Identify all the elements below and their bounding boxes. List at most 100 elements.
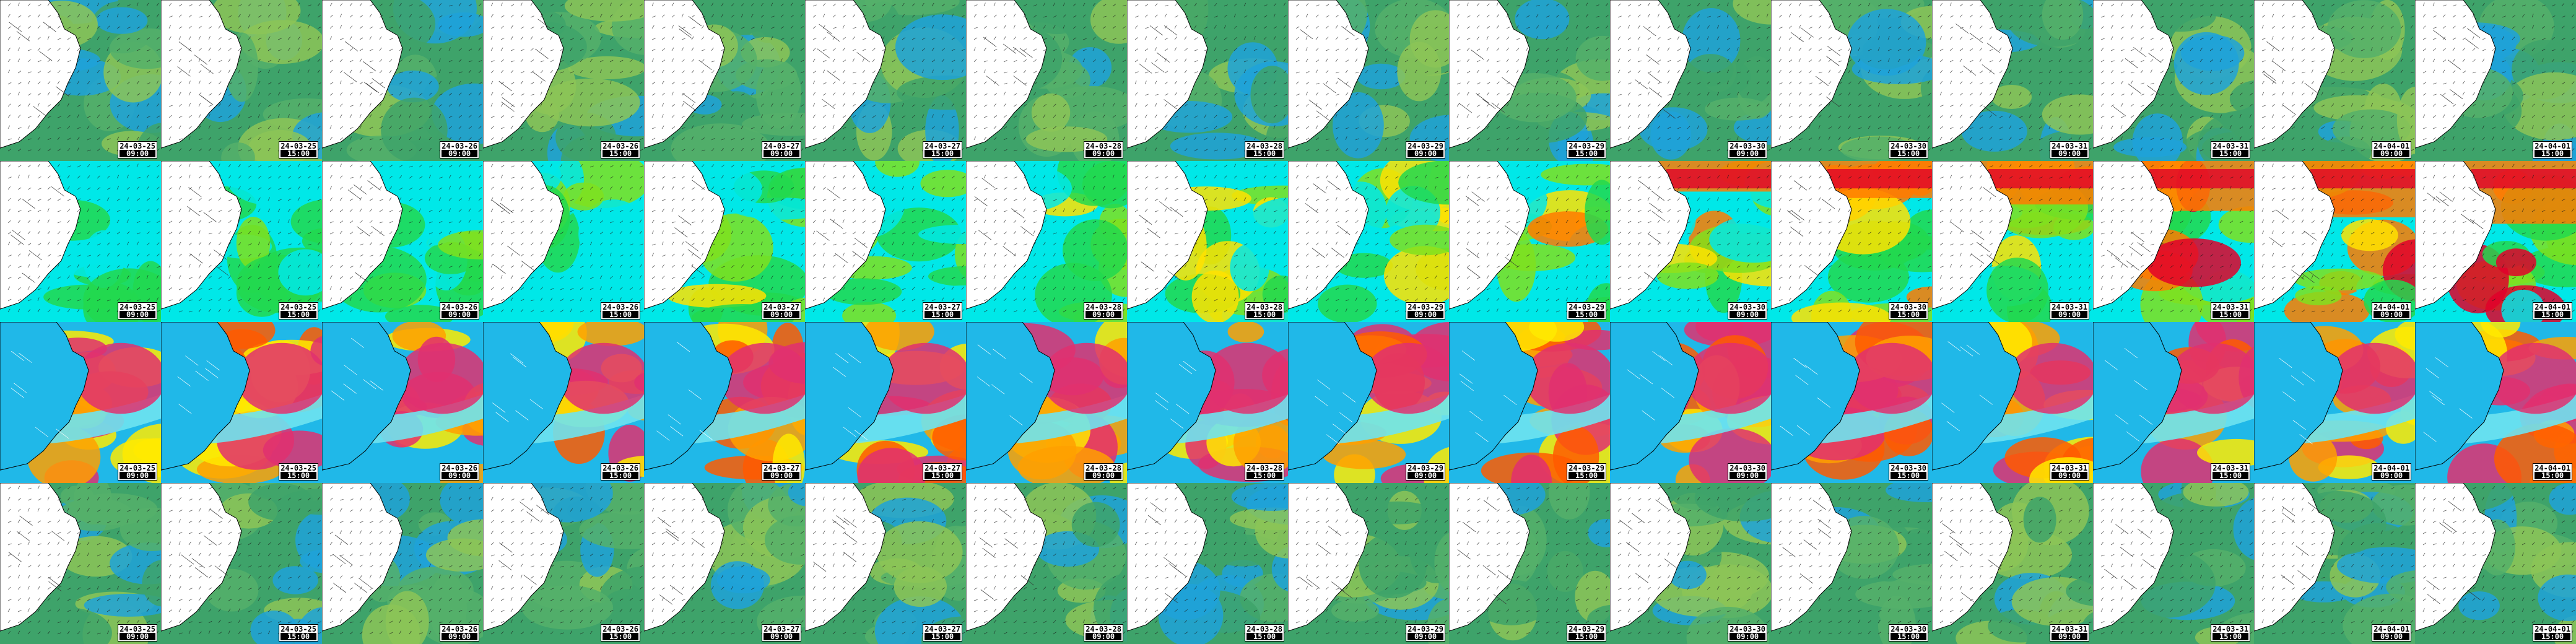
timestamp-date: 24-03-27 (764, 464, 799, 472)
map-field (1771, 161, 1932, 322)
timestamp-label: 24-03-30 09:00 (1728, 463, 1767, 481)
timestamp-label: 24-03-30 15:00 (1889, 624, 1928, 642)
map-tile-r4-c11: 24-03-30 09:00 (1610, 483, 1771, 644)
map-field (1288, 161, 1449, 322)
map-tile-r1-c2: 24-03-25 15:00 (161, 0, 322, 161)
map-field (1288, 322, 1449, 483)
land-mass (2093, 0, 2174, 149)
map-field (1449, 322, 1610, 483)
map-tile-r1-c12: 24-03-30 15:00 (1771, 0, 1932, 161)
timestamp-hour: 15:00 (1569, 472, 1604, 479)
timestamp-date: 24-03-25 (120, 142, 155, 150)
land-mass (1127, 322, 1216, 471)
timestamp-label: 24-03-31 09:00 (2050, 141, 2089, 159)
map-field (161, 161, 322, 322)
timestamp-date: 24-03-29 (1408, 625, 1443, 633)
timestamp-date: 24-03-26 (442, 464, 477, 472)
land-mass (1771, 483, 1852, 632)
timestamp-hour: 09:00 (764, 311, 799, 318)
map-tile-r1-c16: 24-04-01 15:00 (2415, 0, 2576, 161)
land-mass (161, 161, 242, 310)
map-tile-r4-c4: 24-03-26 15:00 (483, 483, 644, 644)
map-field (2254, 161, 2415, 322)
timestamp-date: 24-03-29 (1569, 625, 1604, 633)
land-mass (1932, 322, 2021, 471)
land-mass (1449, 483, 1530, 632)
timestamp-hour: 09:00 (442, 150, 477, 157)
map-tile-r1-c14: 24-03-31 15:00 (2093, 0, 2254, 161)
map-field (644, 0, 805, 161)
timestamp-label: 24-03-26 09:00 (440, 302, 479, 320)
timestamp-hour: 15:00 (1247, 633, 1282, 640)
timestamp-date: 24-03-28 (1247, 303, 1282, 311)
timestamp-label: 24-03-27 09:00 (762, 302, 801, 320)
map-field (1127, 483, 1288, 644)
timestamp-label: 24-03-31 15:00 (2211, 141, 2250, 159)
timestamp-hour: 15:00 (2213, 150, 2248, 157)
land-mass (0, 322, 89, 471)
land-mass (1610, 0, 1691, 149)
timestamp-date: 24-03-26 (442, 625, 477, 633)
map-tile-r2-c9: 24-03-29 09:00 (1288, 161, 1449, 322)
timestamp-hour: 09:00 (1086, 472, 1121, 479)
timestamp-hour: 15:00 (2213, 633, 2248, 640)
map-tile-r1-c7: 24-03-28 09:00 (966, 0, 1127, 161)
map-field (1610, 483, 1771, 644)
map-tile-r2-c12: 24-03-30 15:00 (1771, 161, 1932, 322)
timestamp-label: 24-04-01 15:00 (2533, 302, 2572, 320)
map-tile-r1-c11: 24-03-30 09:00 (1610, 0, 1771, 161)
map-field (483, 483, 644, 644)
timestamp-label: 24-03-25 09:00 (118, 302, 157, 320)
land-mass (1610, 322, 1699, 471)
map-tile-r3-c14: 24-03-31 15:00 (2093, 322, 2254, 483)
timestamp-date: 24-03-28 (1247, 142, 1282, 150)
land-mass (1449, 322, 1538, 471)
map-tile-r3-c7: 24-03-28 09:00 (966, 322, 1127, 483)
timestamp-label: 24-03-27 15:00 (923, 141, 962, 159)
timestamp-date: 24-03-27 (764, 142, 799, 150)
land-mass (1771, 322, 1860, 471)
timestamp-date: 24-03-31 (2213, 142, 2248, 150)
timestamp-hour: 09:00 (1086, 633, 1121, 640)
timestamp-label: 24-03-25 15:00 (279, 302, 318, 320)
timestamp-hour: 09:00 (2052, 311, 2087, 318)
map-field (1449, 0, 1610, 161)
timestamp-date: 24-03-31 (2052, 142, 2087, 150)
timestamp-label: 24-03-29 09:00 (1406, 624, 1445, 642)
timestamp-hour: 09:00 (1086, 150, 1121, 157)
timestamp-hour: 15:00 (2213, 472, 2248, 479)
timestamp-label: 24-03-28 15:00 (1245, 141, 1284, 159)
timestamp-hour: 09:00 (120, 472, 155, 479)
timestamp-label: 24-04-01 09:00 (2372, 463, 2411, 481)
land-mass (805, 0, 886, 149)
land-mass (322, 322, 411, 471)
timestamp-label: 24-03-30 09:00 (1728, 302, 1767, 320)
timestamp-label: 24-03-30 09:00 (1728, 624, 1767, 642)
timestamp-hour: 09:00 (1730, 472, 1765, 479)
land-mass (2254, 322, 2343, 471)
timestamp-hour: 09:00 (1408, 633, 1443, 640)
map-field (483, 0, 644, 161)
timestamp-label: 24-03-31 09:00 (2050, 624, 2089, 642)
map-tile-r2-c4: 24-03-26 15:00 (483, 161, 644, 322)
timestamp-hour: 15:00 (925, 311, 960, 318)
map-tile-r4-c7: 24-03-28 09:00 (966, 483, 1127, 644)
timestamp-date: 24-03-31 (2213, 625, 2248, 633)
timestamp-label: 24-03-30 15:00 (1889, 302, 1928, 320)
map-tile-r4-c10: 24-03-29 15:00 (1449, 483, 1610, 644)
timestamp-hour: 09:00 (120, 633, 155, 640)
timestamp-hour: 09:00 (2052, 633, 2087, 640)
land-mass (161, 0, 242, 149)
map-field (483, 161, 644, 322)
map-field (322, 483, 483, 644)
map-field (2254, 322, 2415, 483)
map-tile-r2-c2: 24-03-25 15:00 (161, 161, 322, 322)
map-tile-r4-c1: 24-03-25 09:00 (0, 483, 161, 644)
timestamp-hour: 09:00 (2374, 472, 2409, 479)
timestamp-label: 24-03-29 09:00 (1406, 141, 1445, 159)
map-field (2415, 0, 2576, 161)
land-mass (2093, 483, 2174, 632)
timestamp-label: 24-03-26 15:00 (601, 141, 640, 159)
map-field (1610, 322, 1771, 483)
timestamp-hour: 15:00 (603, 472, 638, 479)
